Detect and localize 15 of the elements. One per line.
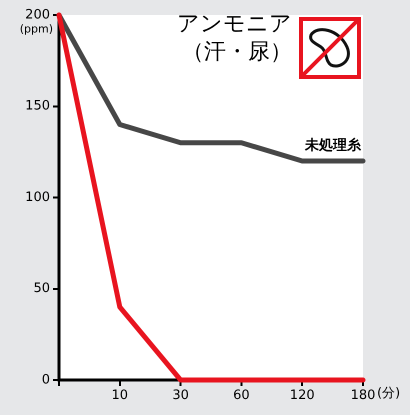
y-tick-label: 0 — [42, 372, 50, 388]
y-tick-label: 100 — [25, 190, 50, 205]
x-tick-label: 180 — [350, 388, 376, 404]
y-tick-label: 200 — [25, 7, 50, 22]
x-tick-label: 10 — [112, 388, 128, 404]
chart-title: アンモニア — [177, 12, 292, 37]
series-label: 未処理糸 — [304, 136, 362, 154]
x-tick-label: 120 — [290, 388, 315, 404]
x-axis-title: (分) — [377, 386, 400, 401]
text: （汗・尿） — [182, 40, 292, 65]
x-tick-label: 30 — [172, 388, 189, 404]
y-axis-title: (ppm) — [20, 22, 53, 36]
x-tick-label: 60 — [233, 388, 250, 404]
y-tick-label: 50 — [33, 281, 50, 296]
y-tick-label: 150 — [25, 98, 50, 114]
